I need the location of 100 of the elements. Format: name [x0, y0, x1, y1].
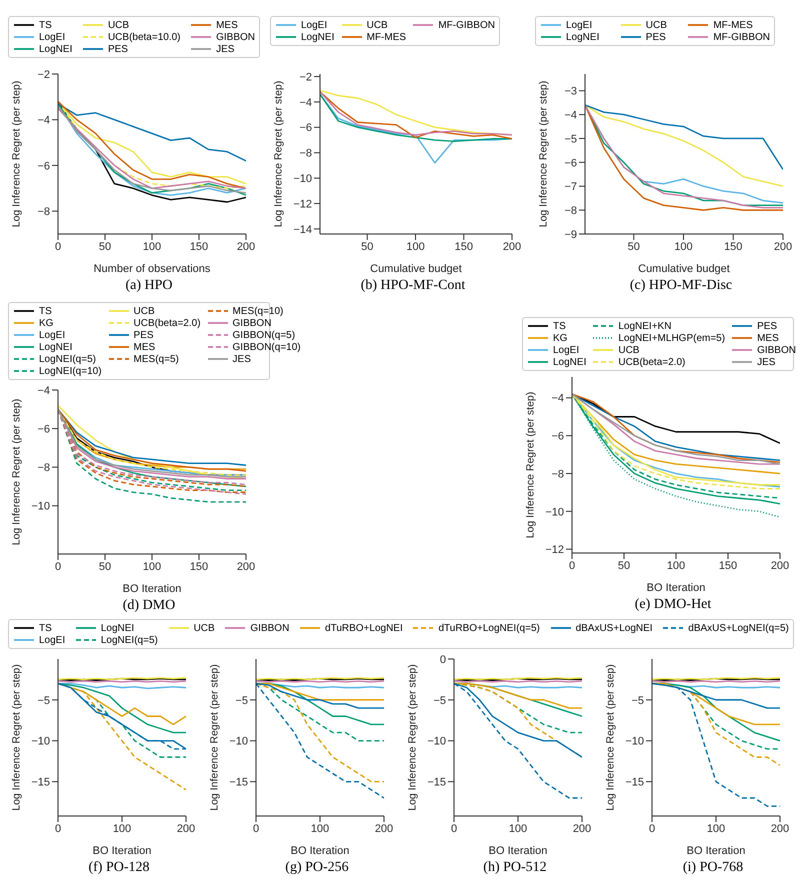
legend-label: MF-GIBBON: [438, 20, 495, 30]
y-axis-title: Log Inference Regret (per step): [406, 664, 419, 811]
legend-label: GIBBON: [250, 622, 290, 634]
x-tick-label: 100: [674, 240, 693, 253]
y-tick-label: −5: [235, 694, 248, 707]
x-tick-label: 100: [508, 822, 528, 835]
y-tick-label: −8: [299, 148, 312, 160]
legend-label: TS: [39, 622, 52, 634]
legend-label: MES(q=5): [134, 354, 179, 364]
text: (a) HPO: [124, 278, 174, 294]
legend-label: MF-GIBBON: [713, 32, 770, 42]
y-tick-label: −8: [564, 205, 577, 218]
y-tick-label: −4: [37, 114, 50, 127]
x-tick-label: 200: [572, 822, 592, 835]
text: (f) PO-128: [87, 860, 151, 876]
text: (e) DMO-Het: [634, 597, 712, 613]
legend-label: UCB(beta=2.0): [134, 318, 201, 328]
y-tick-label: −6: [564, 157, 577, 170]
y-axis-title: Log Inference Regret (per step): [10, 80, 23, 228]
y-tick-label: −4: [564, 110, 577, 122]
y-tick-label: −10: [545, 506, 564, 518]
y-tick-label: −7: [564, 181, 577, 194]
x-tick-label: 100: [706, 822, 726, 835]
y-tick-label: −8: [37, 206, 50, 218]
legend-label: GIBBON: [757, 344, 796, 356]
legend-label: TS: [553, 320, 566, 332]
y-tick-label: −8: [551, 468, 564, 480]
x-axis-title: BO Iteration: [122, 583, 182, 595]
legend-label: JES: [216, 44, 234, 54]
legend-label: LogNEI: [566, 32, 600, 42]
legend-label: TS: [39, 306, 52, 316]
x-tick-label: 50: [98, 560, 112, 573]
legend-label: PES: [108, 44, 128, 54]
legend-label: UCB: [134, 306, 155, 316]
x-axis-title: Cumulative budget: [638, 263, 730, 275]
legend-label: LogNEI+MLHGP(em=5): [618, 332, 726, 344]
y-tick-label: −4: [299, 96, 312, 109]
legend-label: LogNEI(q=5): [39, 354, 96, 364]
x-axis-title: BO Iteration: [290, 845, 350, 857]
x-axis-title: Cumulative budget: [370, 263, 462, 275]
x-tick-label: 200: [770, 822, 790, 835]
y-tick-label: −5: [631, 694, 644, 707]
x-axis-title: BO Iteration: [92, 845, 152, 857]
x-tick-label: 150: [718, 560, 738, 572]
text: (i) PO-768: [682, 860, 744, 876]
y-axis-title: Log Inference Regret (per step): [272, 80, 285, 228]
legend-label: PES: [757, 320, 778, 332]
x-tick-label: 200: [774, 240, 792, 253]
y-tick-label: −15: [31, 776, 50, 789]
y-tick-label: −14: [293, 224, 312, 236]
legend-label: LogNEI: [39, 44, 72, 54]
x-axis-title: Number of observations: [94, 263, 211, 275]
x-axis-title: BO Iteration: [686, 845, 746, 857]
y-tick-label: −4: [551, 392, 564, 405]
y-tick-label: −6: [37, 423, 50, 436]
y-tick-label: −15: [625, 776, 644, 789]
text: (d) DMO: [122, 598, 176, 614]
legend-label: LogNEI: [100, 622, 134, 634]
legend-label: GIBBON(q=5): [232, 330, 296, 340]
x-tick-label: 150: [190, 560, 208, 573]
y-tick-label: −10: [427, 736, 446, 748]
x-tick-label: 100: [142, 240, 162, 253]
y-tick-label: 0: [440, 654, 446, 666]
y-tick-label: −6: [551, 430, 564, 443]
legend-label: PES: [646, 32, 666, 42]
legend-label: GIBBON(q=10): [232, 342, 301, 352]
x-axis-title: BO Iteration: [646, 582, 706, 594]
legend-label: GIBBON: [216, 32, 255, 42]
x-tick-label: 100: [406, 240, 425, 253]
legend-label: dBAxUS+LogNEI(q=5): [688, 622, 789, 634]
legend-label: LogEI: [39, 32, 66, 42]
legend-label: MES(q=10): [232, 306, 284, 316]
y-tick-label: −3: [564, 86, 577, 98]
legend-label: LogNEI: [553, 356, 586, 368]
y-axis-title: Log Inference Regret (per step): [524, 392, 537, 538]
legend-label: LogEI: [39, 634, 66, 646]
legend-label: LogNEI: [301, 32, 334, 42]
legend-label: dTuRBO+LogNEI: [325, 622, 403, 634]
y-axis-title: Log Inference Regret (per step): [10, 398, 23, 546]
x-tick-label: 100: [112, 822, 132, 835]
legend-label: dTuRBO+LogNEI(q=5): [438, 622, 540, 634]
y-tick-label: −5: [433, 694, 446, 707]
y-tick-label: −9: [564, 228, 577, 241]
legend-label: PES: [134, 330, 154, 340]
text: (c) HPO-MF-Disc: [628, 278, 734, 294]
x-tick-label: 50: [618, 560, 630, 572]
legend-label: UCB: [108, 20, 130, 30]
x-tick-label: 150: [190, 240, 208, 253]
y-axis-title: Log Inference Regret (per step): [604, 664, 617, 811]
x-tick-label: 150: [454, 240, 473, 253]
x-axis-title: BO Iteration: [488, 845, 548, 857]
y-tick-label: −5: [37, 694, 50, 707]
legend-label: LogNEI(q=10): [39, 366, 102, 376]
legend-label: UCB: [366, 20, 388, 30]
legend-label: MES: [134, 342, 156, 352]
legend-label: UCB: [194, 622, 215, 634]
legend-label: UCB: [618, 344, 640, 356]
x-tick-label: 200: [374, 822, 394, 835]
y-axis-title: Log Inference Regret (per step): [10, 664, 23, 811]
x-tick-label: 200: [770, 560, 790, 572]
